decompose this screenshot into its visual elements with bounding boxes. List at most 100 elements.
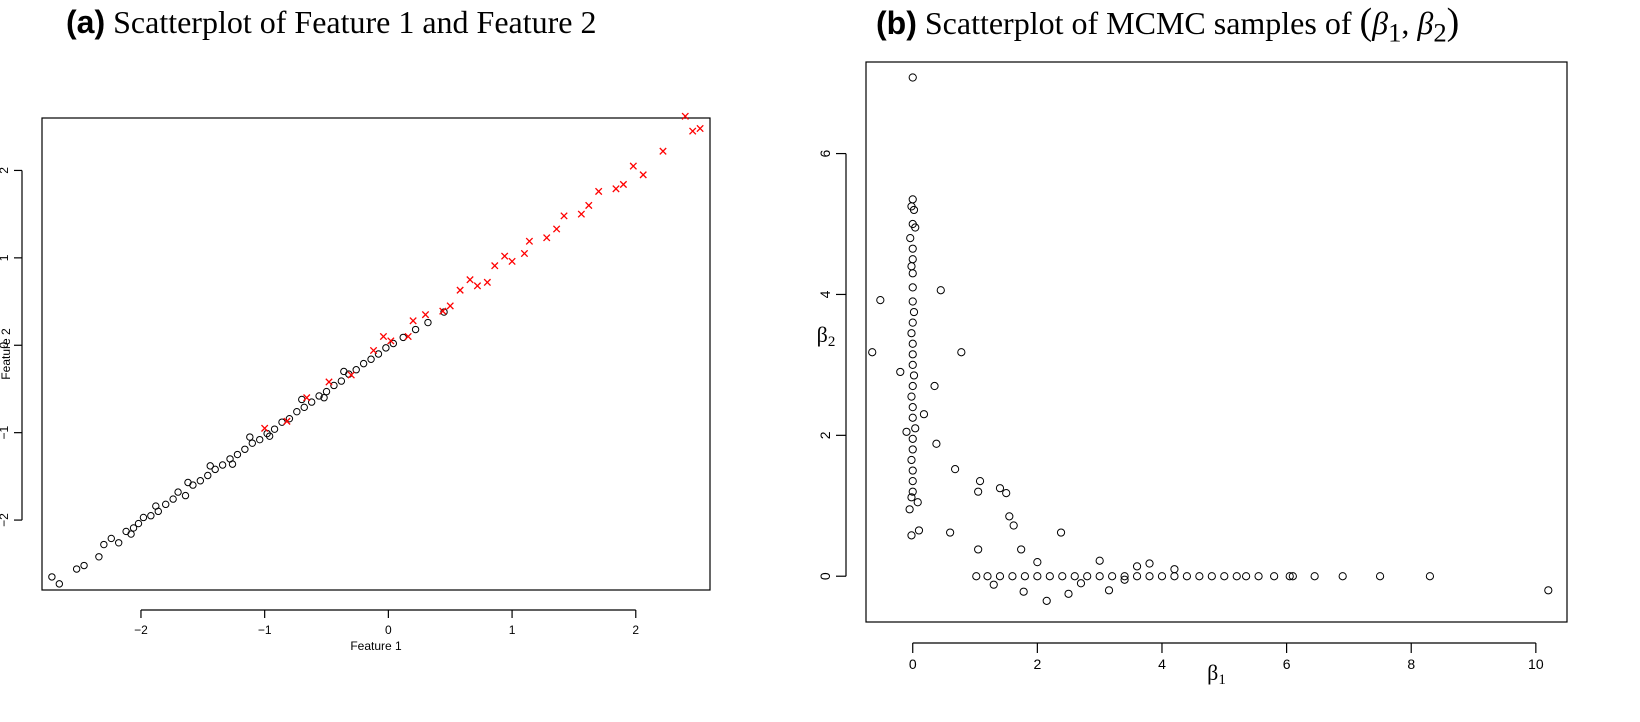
panel-b-title-sub1: 1 — [1388, 17, 1402, 48]
panel-a-point-cross — [520, 249, 529, 258]
panel-b-point — [972, 572, 981, 581]
panel-b-point — [974, 545, 983, 554]
panel-b-point — [908, 445, 917, 454]
panel-b-x-axis-label-base: β — [1207, 660, 1218, 685]
panel-b-plot-frame — [865, 61, 1568, 623]
panel-b-x-tick-label: 2 — [1033, 656, 1041, 672]
panel-a-point-cross — [404, 332, 412, 341]
panel-b-y-axis-label-base: β — [817, 322, 828, 347]
panel-b-point — [908, 350, 917, 359]
panel-a-y-tick-label: −1 — [0, 426, 11, 440]
panel-a-point — [411, 325, 420, 334]
panel-a-point — [248, 439, 256, 447]
panel-a-point-cross — [560, 212, 568, 220]
panel-b-y-tick-label: 2 — [817, 431, 833, 439]
panel-b-point — [908, 466, 917, 475]
panel-a-title-text: Scatterplot of Feature 1 and Feature 2 — [113, 4, 597, 40]
panel-b-point — [907, 329, 916, 338]
panel-b-point — [1220, 572, 1229, 581]
panel-a-point-cross — [261, 424, 269, 432]
panel-b-point — [908, 318, 917, 327]
panel-a-point — [337, 377, 346, 385]
panel-b-point — [907, 493, 916, 502]
panel-a-point-cross — [439, 307, 447, 315]
panel-b-point — [1285, 572, 1294, 581]
panel-a-point — [340, 367, 348, 376]
panel-b-point — [1270, 572, 1279, 581]
panel-b-point — [1070, 572, 1079, 581]
panel-a-series-1 — [261, 112, 704, 432]
panel-a-point — [152, 502, 160, 510]
panel-a-y-tick-label: 0 — [0, 342, 11, 349]
panel-a-point — [95, 553, 103, 561]
panel-a-point — [114, 539, 123, 547]
panel-a-point — [127, 530, 135, 538]
panel-a-point-cross — [577, 210, 586, 218]
panel-a-point — [196, 477, 205, 485]
panel-a-point-cross — [619, 180, 628, 189]
panel-b-point — [930, 381, 939, 391]
panel-b-point — [957, 348, 966, 357]
panel-b-point — [909, 371, 919, 380]
panel-a-point — [139, 513, 148, 522]
panel-a-point-cross — [483, 278, 491, 286]
panel-a-point — [206, 462, 214, 470]
panel-b-point — [908, 434, 917, 443]
panel-b-point — [951, 465, 960, 474]
panel-a-point — [204, 471, 212, 480]
panel-a-point — [424, 318, 432, 327]
panel-a-point-cross — [466, 276, 474, 284]
panel-a-point — [322, 387, 331, 396]
panel-b-title-sub2: 2 — [1433, 17, 1447, 48]
panel-b-point — [908, 381, 917, 391]
panel-b-point — [1195, 572, 1204, 581]
panel-b-title-comma: , — [1401, 5, 1418, 41]
panel-a-point-cross — [689, 127, 697, 135]
panel-b-point — [1104, 586, 1114, 595]
panel-b-point — [868, 348, 877, 357]
panel-b-point — [995, 484, 1005, 493]
panel-a-point-cross — [491, 262, 499, 270]
panel-b-point — [911, 424, 920, 433]
panel-b-point — [919, 410, 929, 419]
panel-b-point — [908, 403, 917, 412]
panel-b-x-tick-label: 4 — [1158, 656, 1166, 672]
panel-b-point — [908, 195, 917, 204]
panel-a-point — [382, 344, 390, 352]
panel-a-point — [134, 519, 143, 528]
panel-a-point — [246, 433, 254, 441]
panel-b-point — [1241, 572, 1251, 581]
panel-a-y-tick-label: 1 — [0, 254, 11, 261]
panel-a-point-cross — [473, 282, 482, 290]
panel-b-point — [907, 455, 916, 465]
panel-b-point — [1017, 545, 1026, 554]
panel-a-point — [184, 478, 192, 487]
panel-a-point-cross — [629, 162, 637, 170]
panel-b-point — [1058, 572, 1067, 581]
panel-a-point — [298, 395, 306, 404]
panel-b-point — [909, 307, 919, 317]
panel-a-y-tick-label: 2 — [0, 167, 11, 174]
panel-a-x-tick-label: 0 — [385, 623, 392, 637]
panel-a-point — [330, 381, 338, 390]
panel-b-point — [1544, 586, 1553, 595]
panel-a-point-cross — [369, 346, 378, 355]
panel-b-point — [1120, 572, 1129, 581]
panel-a-point — [352, 366, 360, 374]
panel-b-point — [1310, 572, 1319, 581]
panel-b-point — [1083, 572, 1092, 581]
panel-b-point — [1095, 572, 1104, 581]
panel-b-y-tick-label: 0 — [817, 572, 833, 580]
panel-b-point — [1338, 572, 1347, 581]
panel-b-point — [907, 392, 916, 401]
panel-b-point — [1076, 579, 1086, 588]
panel-a-point — [174, 488, 182, 496]
panel-a-point — [55, 580, 64, 588]
panel-a-point-cross — [421, 311, 430, 319]
panel-a-point — [256, 435, 264, 444]
panel-b-point — [936, 286, 945, 295]
panel-b-point — [946, 528, 955, 537]
panel-b-title-lparen: ( — [1359, 1, 1373, 43]
panel-b-x-axis-label-sub: 1 — [1218, 672, 1226, 688]
